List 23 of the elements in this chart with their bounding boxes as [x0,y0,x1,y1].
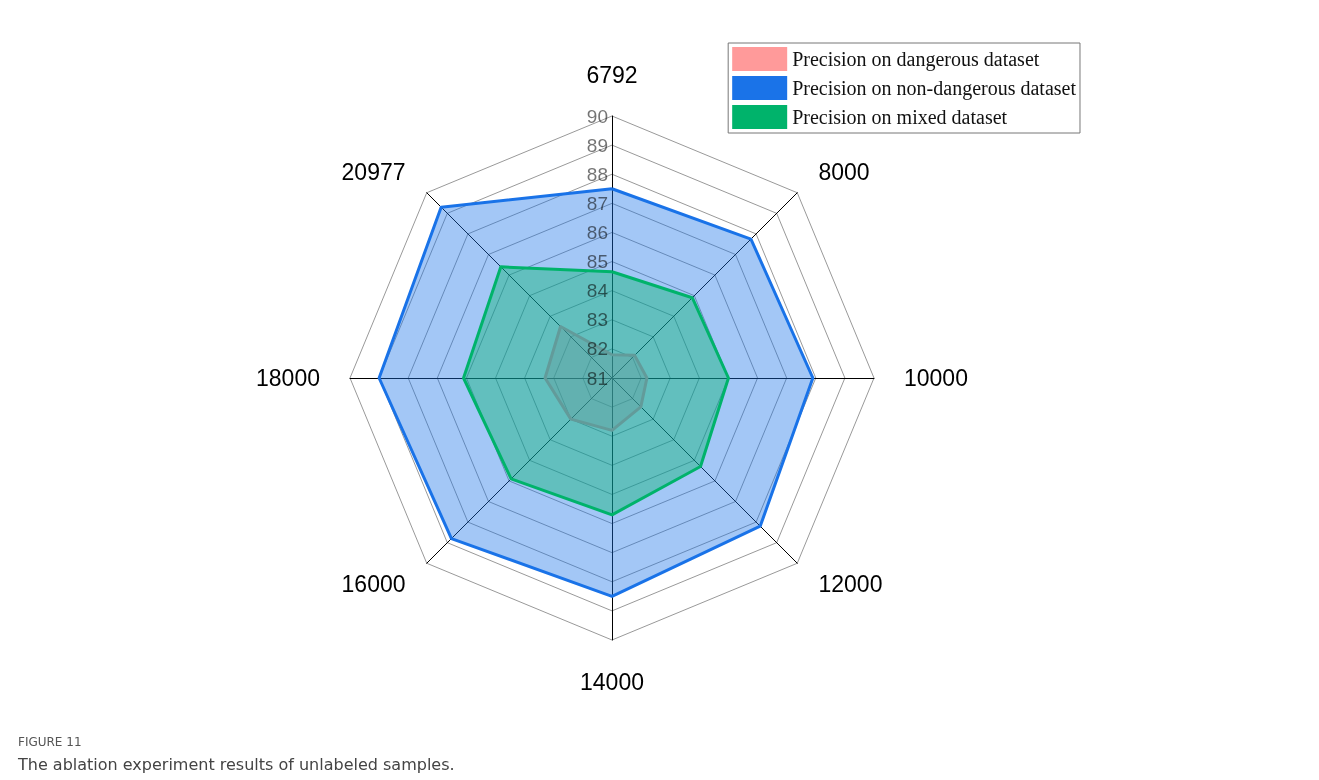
spoke-label: 16000 [341,571,406,598]
y-tick-label: 82 [586,338,608,360]
y-tick-label: 87 [586,192,608,214]
spoke-label: 18000 [256,365,320,391]
caption: FIGURE 11 [18,735,82,749]
text: The ablation experiment results of unlabeled samples. [17,754,455,774]
spoke-label: 6792 [586,61,638,88]
legend-label: Precision on mixed dataset [792,106,1008,128]
spoke-label: 20977 [341,158,406,185]
y-tick-label: 81 [586,367,608,389]
y-tick-label: 90 [586,105,608,127]
y-tick-label: 84 [586,280,609,302]
y-tick-label: 89 [586,134,608,156]
y-tick-label: 86 [586,221,608,243]
y-tick-label: 85 [586,251,608,273]
spoke-label: 10000 [904,365,968,391]
spoke-label: 14000 [580,668,644,695]
y-tick-label: 88 [586,163,608,185]
y-tick-label: 83 [586,309,608,331]
legend-label: Precision on dangerous dataset [792,48,1040,71]
spoke-label: 12000 [818,571,883,598]
legend-label: Precision on non-dangerous dataset [792,77,1077,100]
spoke-label: 8000 [818,158,870,185]
